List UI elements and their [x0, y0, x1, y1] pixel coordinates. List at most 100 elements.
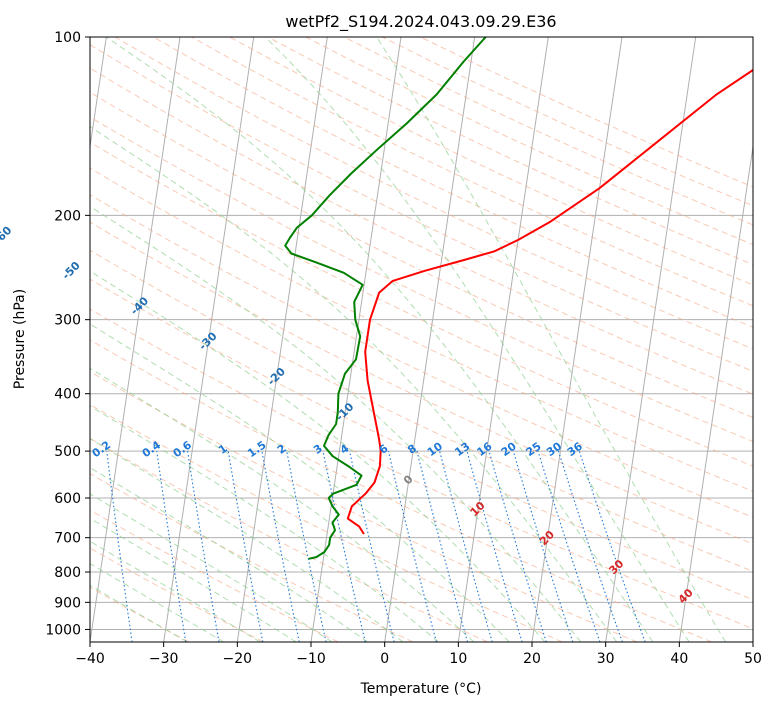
isotherm-label: 40 [676, 586, 696, 606]
mixing-ratio-label: 3 [311, 442, 325, 457]
mixing-ratio-label: 10 [425, 439, 445, 459]
mixing-ratio-line [512, 450, 574, 642]
plot-frame [89, 36, 754, 643]
x-axis-title: Temperature (°C) [360, 681, 482, 697]
moist-adiabat-line [90, 438, 404, 642]
isotherm-label: 10 [468, 499, 488, 519]
x-tick-label: −20 [223, 651, 253, 667]
mixing-ratio-label: 1 [216, 442, 230, 457]
dry-adiabat-line [90, 67, 753, 395]
x-tick-label: 50 [744, 651, 762, 667]
temperature-profile-line [346, 68, 753, 535]
y-tick-label: 800 [54, 565, 81, 581]
x-tick-label: 10 [449, 651, 467, 667]
dry-adiabat-line [382, 37, 753, 207]
mixing-ratio-line [488, 450, 547, 642]
moist-adiabat-line [90, 540, 261, 642]
mixing-ratio-line [537, 450, 601, 642]
mixing-ratio-line [286, 450, 327, 642]
mixing-ratio-label: 0.4 [140, 438, 164, 460]
mixing-ratio-line [261, 450, 300, 642]
mixing-ratio-line [439, 450, 493, 642]
mixing-ratio-line [387, 450, 437, 642]
isotherm-line [531, 37, 623, 642]
moist-adiabat-line [90, 126, 618, 642]
y-tick-label: 1000 [45, 622, 81, 638]
isotherm-line [310, 37, 402, 642]
isotherm-label: 30 [606, 557, 626, 577]
moist-adiabat-line [90, 563, 225, 642]
isotherm-line [163, 37, 255, 642]
dry-adiabat-line [90, 547, 264, 642]
dry-adiabat-line [305, 37, 753, 246]
mixing-ratio-line [578, 450, 646, 642]
isotherm-line [90, 37, 181, 642]
dry-adiabat-line [90, 509, 339, 642]
moist-adiabat-line [264, 37, 690, 642]
x-tick-label: 0 [380, 651, 389, 667]
dry-adiabat-line [90, 249, 753, 572]
y-tick-label: 900 [54, 595, 81, 611]
isotherm-label: -30 [196, 329, 219, 352]
dry-adiabat-line [90, 403, 563, 642]
isotherm-label: -20 [265, 365, 288, 388]
chart-title: wetPf2_S194.2024.043.09.29.E36 [285, 12, 556, 32]
moist-adiabat-line [90, 367, 475, 642]
dry-adiabat-line [90, 586, 190, 642]
dry-adiabat-line [153, 37, 753, 328]
isotherm-line [752, 638, 753, 642]
mixing-ratio-line [557, 450, 623, 642]
x-tick-label: −40 [75, 651, 105, 667]
y-tick-label: 200 [54, 208, 81, 224]
dry-adiabat-line [90, 371, 638, 642]
mixing-ratio-label: 36 [565, 439, 585, 459]
moist-adiabat-line [376, 37, 727, 642]
mixing-ratio-label: 8 [405, 442, 419, 457]
mixing-ratio-label: 16 [475, 439, 495, 459]
y-tick-label: 300 [54, 313, 81, 329]
isotherm-line [605, 37, 697, 642]
x-tick-label: 30 [597, 651, 615, 667]
moist-adiabat-line [90, 270, 546, 642]
y-tick-label: 600 [54, 491, 81, 507]
x-tick-label: −10 [296, 651, 326, 667]
dewpoint-profile-line [284, 37, 487, 560]
isotherm-line [457, 37, 549, 642]
isotherm-line [384, 37, 476, 642]
y-tick-label: 400 [54, 387, 81, 403]
mixing-ratio-line [466, 450, 523, 642]
isotherm-label: 0 [401, 472, 416, 487]
mixing-ratio-line [156, 451, 187, 642]
moist-adiabat-line [90, 467, 368, 642]
y-tick-label: 100 [54, 30, 81, 46]
moist-adiabat-line [90, 205, 582, 642]
mixing-ratio-line [416, 450, 469, 642]
mixing-ratio-label: 6 [377, 442, 391, 457]
dry-adiabat-line [420, 37, 753, 188]
moist-adiabat-line [90, 517, 297, 642]
isotherm-line [236, 37, 328, 642]
moist-adiabat-line [90, 584, 188, 642]
mixing-ratio-line [187, 451, 220, 642]
moist-adiabat-line [90, 323, 510, 642]
isotherm-label: -50 [60, 259, 83, 282]
dry-adiabat-line [90, 278, 753, 601]
dry-adiabat-line [90, 44, 753, 372]
moist-adiabat-line [105, 37, 654, 642]
mixing-ratio-label: 2 [275, 442, 289, 457]
mixing-ratio-line [322, 450, 366, 642]
x-tick-label: 20 [523, 651, 541, 667]
y-tick-label: 700 [54, 531, 81, 547]
x-tick-label: 40 [670, 651, 688, 667]
dry-adiabat-line [90, 194, 753, 518]
y-axis-title: Pressure (hPa) [12, 289, 28, 389]
dry-adiabat-line [191, 37, 753, 307]
mixing-ratio-line [348, 450, 395, 642]
dry-adiabat-line [90, 167, 753, 492]
dry-adiabat-line [90, 221, 753, 545]
isotherm-label: -60 [0, 223, 15, 246]
mixing-ratio-label: 0.2 [90, 438, 113, 460]
dry-adiabat-line [90, 308, 753, 630]
mixing-ratio-line [227, 451, 264, 642]
